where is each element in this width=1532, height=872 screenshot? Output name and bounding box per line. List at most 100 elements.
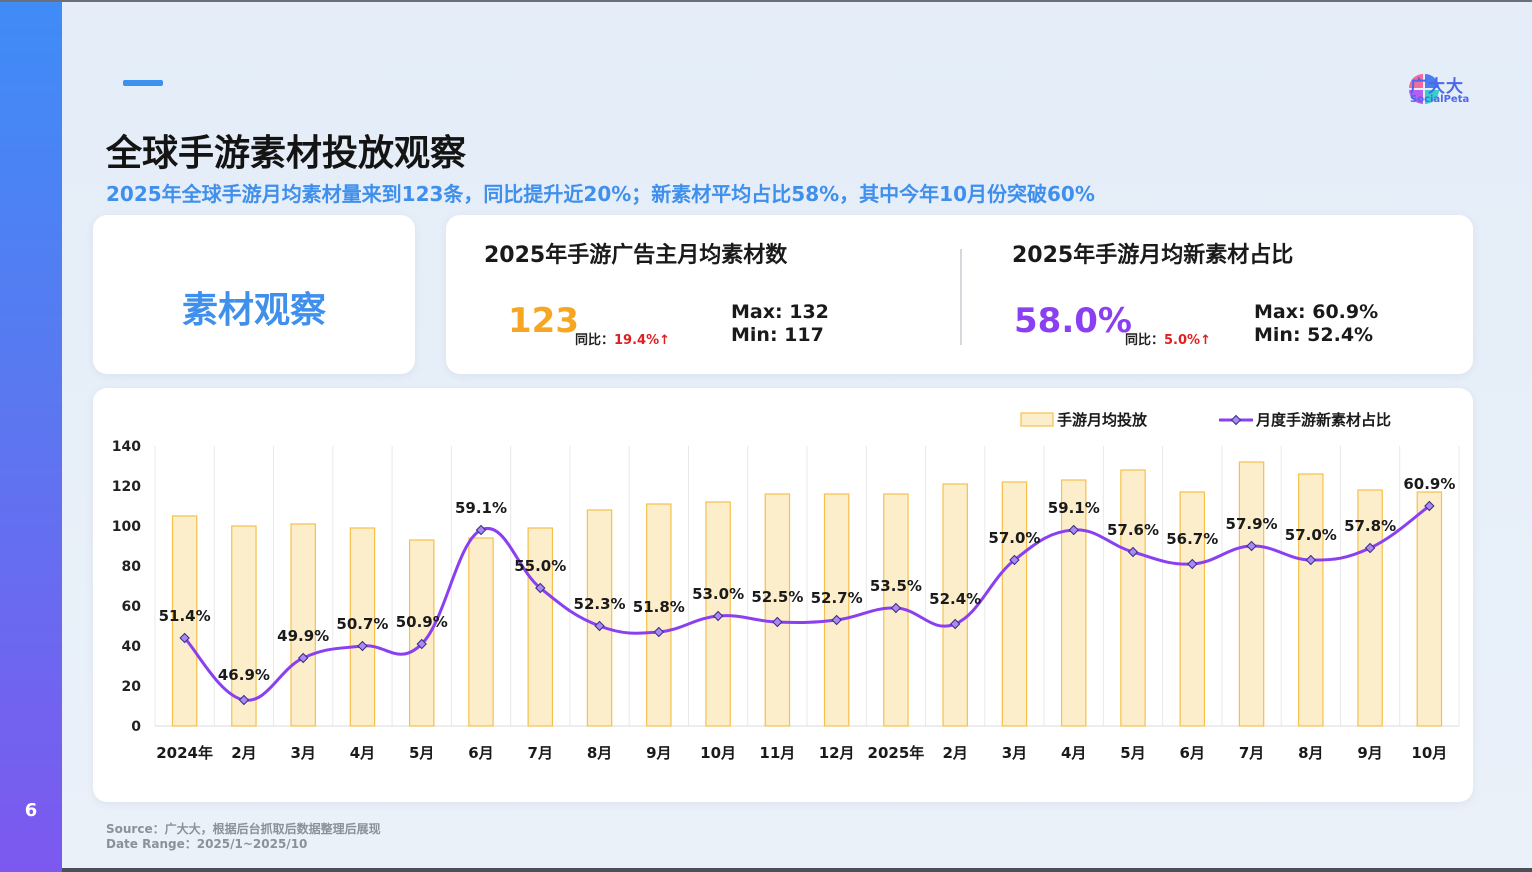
line-marker xyxy=(416,638,427,650)
bar xyxy=(646,503,672,727)
kpi-right-max: Max: 60.9% xyxy=(1254,301,1378,323)
bar xyxy=(1179,491,1206,727)
kpi-left-max: Max: 132 xyxy=(731,301,829,323)
line-marker xyxy=(179,632,190,644)
data-label: 52.3% xyxy=(574,595,626,613)
data-label: 57.0% xyxy=(1285,526,1337,544)
x-tick-label: 3月 xyxy=(290,744,315,762)
x-tick-label: 9月 xyxy=(646,744,671,762)
bar xyxy=(1357,489,1383,727)
data-label: 57.0% xyxy=(988,529,1040,547)
data-label: 57.6% xyxy=(1107,521,1159,539)
bar xyxy=(1060,479,1087,727)
line-marker xyxy=(890,602,902,614)
legend-line-label: 月度手游新素材占比 xyxy=(1255,411,1391,429)
line-marker xyxy=(653,626,665,638)
line-marker xyxy=(297,652,309,664)
x-tick-label: 10月 xyxy=(700,744,736,762)
side-accent-bar xyxy=(0,2,62,872)
page-subtitle: 2025年全球手游月均素材量来到123条，同比提升近20%；新素材平均占比58%… xyxy=(106,182,1095,206)
data-label: 50.7% xyxy=(336,615,388,633)
chart-card: 0 20 40 60 80 100 120 140 2024年 2月 3月 4月 5月 6月 7月 8月 9月 1… xyxy=(93,388,1473,802)
bar xyxy=(823,493,850,727)
x-tick-label: 5月 xyxy=(1120,744,1145,762)
line-marker xyxy=(594,620,605,632)
data-label: 57.9% xyxy=(1226,515,1278,533)
kpi-left-value: 123 xyxy=(508,301,579,341)
observation-label: 素材观察 xyxy=(181,290,326,331)
line-marker xyxy=(475,524,487,536)
data-label: 57.8% xyxy=(1344,517,1396,535)
bar xyxy=(171,515,198,727)
kpi-left-min-label: Min: xyxy=(731,324,778,346)
data-label: 53.0% xyxy=(692,585,744,603)
bar xyxy=(349,527,376,727)
socialpeta-logo-icon xyxy=(1409,74,1439,104)
data-label: 52.7% xyxy=(811,589,863,607)
kpi-right-min: Min: 52.4% xyxy=(1254,324,1373,346)
y-tick-label: 140 xyxy=(112,439,141,455)
bar xyxy=(764,493,791,727)
line-marker xyxy=(1305,554,1317,566)
x-tick-label: 8月 xyxy=(587,744,612,762)
line-marker xyxy=(1068,524,1079,536)
y-tick-label: 60 xyxy=(122,599,142,615)
line-marker xyxy=(535,582,546,594)
kpi-right-title: 2025年手游月均新素材占比 xyxy=(1012,243,1294,268)
x-tick-label: 8月 xyxy=(1298,744,1323,762)
y-tick-label: 40 xyxy=(122,639,142,655)
line-marker xyxy=(1246,540,1257,552)
y-tick-label: 120 xyxy=(112,479,141,495)
line-marker xyxy=(712,610,724,622)
data-label: 55.0% xyxy=(514,557,566,575)
bar xyxy=(1298,473,1324,727)
y-tick-label: 20 xyxy=(122,679,142,695)
kpi-left-min: Min: 117 xyxy=(731,324,824,346)
kpi-left-title: 2025年手游广告主月均素材数 xyxy=(484,243,788,268)
kpi-right-max-value: 60.9% xyxy=(1312,301,1379,323)
x-tick-label: 2025年 xyxy=(868,744,925,762)
legend-bar-swatch xyxy=(1020,412,1054,427)
x-tick-label: 7月 xyxy=(528,744,553,762)
kpi-right-yoy-value: 5.0%↑ xyxy=(1164,333,1211,348)
date-range-line: Date Range：2025/1~2025/10 xyxy=(106,837,308,851)
data-label: 50.9% xyxy=(396,613,448,631)
legend-line-marker xyxy=(1230,414,1242,426)
kpi-left-max-value: 132 xyxy=(789,301,829,323)
line-marker xyxy=(1364,542,1376,554)
data-label: 52.4% xyxy=(929,590,981,608)
brand-name-cn: 广大大 xyxy=(1410,77,1464,97)
bar xyxy=(942,483,968,727)
combo-chart: 0 20 40 60 80 100 120 140 2024年 2月 3月 4月 5月 6月 7月 8月 9月 1… xyxy=(112,411,1460,762)
x-tick-label: 6月 xyxy=(468,744,493,762)
line-marker xyxy=(357,640,368,652)
bar xyxy=(586,509,613,727)
kpi-divider xyxy=(960,249,962,345)
bar xyxy=(1416,491,1443,727)
page-title: 全球手游素材投放观察 xyxy=(106,133,467,174)
kpi-card: 2025年手游广告主月均素材数 123 同比：19.4%↑ Max: 132 M… xyxy=(446,215,1473,374)
line-marker xyxy=(949,618,961,630)
source-note: Source：广大大，根据后台抓取后数据整理后展现 Date Range：202… xyxy=(106,822,381,852)
title-accent-dash xyxy=(123,80,163,86)
bar xyxy=(1001,481,1028,727)
kpi-right-min-value: 52.4% xyxy=(1307,324,1374,346)
data-label: 59.1% xyxy=(1048,499,1100,517)
data-label: 46.9% xyxy=(218,666,270,684)
kpi-left-yoy: 同比：19.4%↑ xyxy=(575,329,670,348)
x-tick-label: 2024年 xyxy=(156,744,213,762)
kpi-left-min-value: 117 xyxy=(784,324,824,346)
kpi-right-min-label: Min: xyxy=(1254,324,1301,346)
legend-bar-label: 手游月均投放 xyxy=(1057,411,1148,429)
x-tick-label: 4月 xyxy=(350,744,375,762)
bar xyxy=(290,523,316,727)
x-tick-label: 7月 xyxy=(1239,744,1264,762)
x-tick-label: 12月 xyxy=(819,744,855,762)
x-tick-label: 4月 xyxy=(1061,744,1086,762)
kpi-right-yoy-label: 同比： xyxy=(1125,333,1165,348)
bar xyxy=(1120,469,1146,727)
data-label: 51.4% xyxy=(159,607,211,625)
x-tick-label: 2月 xyxy=(231,744,256,762)
line-marker xyxy=(1009,554,1020,566)
